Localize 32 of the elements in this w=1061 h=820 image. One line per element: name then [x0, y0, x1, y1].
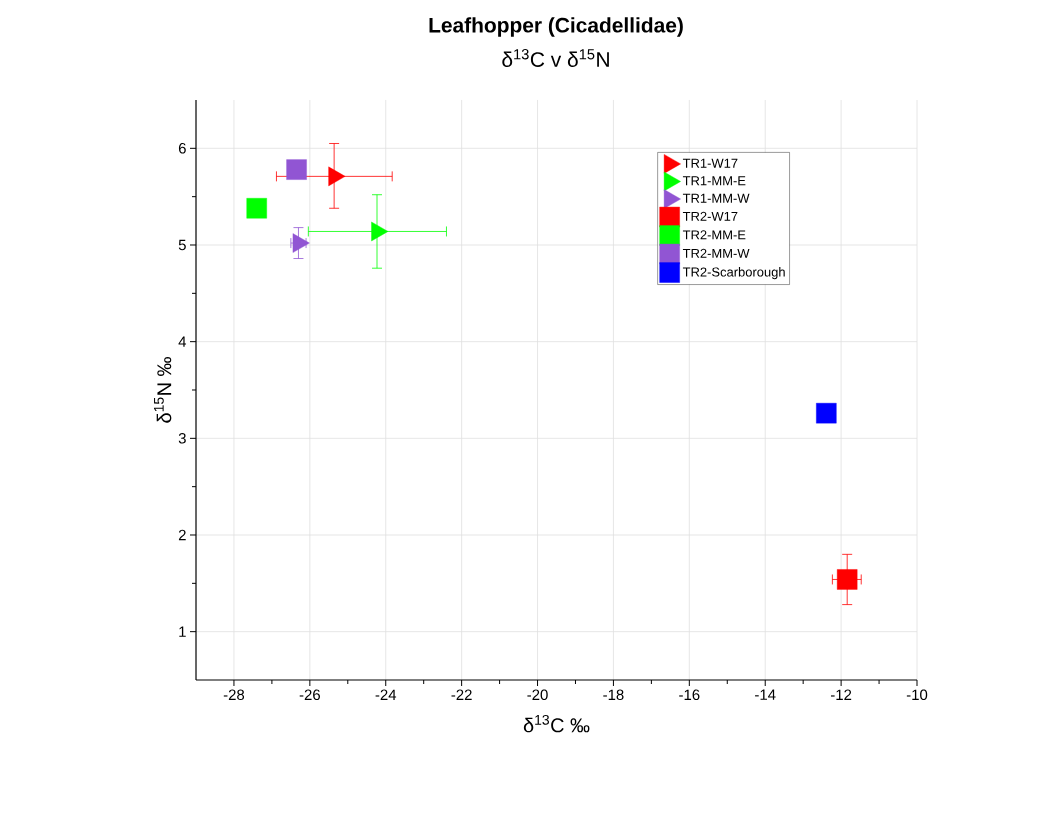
- legend-label: TR1-MM-W: [682, 193, 750, 203]
- x-tick-label: -16: [679, 689, 700, 701]
- legend-label: TR2-W17: [682, 211, 738, 221]
- y-tick-label: 2: [178, 529, 186, 541]
- point: [816, 403, 837, 424]
- x-tick-label: -28: [223, 689, 245, 701]
- x-tick-label: -20: [527, 689, 548, 701]
- x-axis-title: δ$^{13}$C ‰: [523, 714, 590, 733]
- chart-subtitle: δ$^{13}$C v δ$^{15}$N: [502, 49, 609, 67]
- x-tick-label: -14: [755, 689, 776, 700]
- y-tick-label: 6: [178, 143, 186, 154]
- point: [292, 233, 310, 253]
- legend-label: TR2-Scarborough: [682, 267, 785, 280]
- x-tick-label: -18: [603, 689, 624, 701]
- x-tick-label: -10: [906, 689, 928, 701]
- point: [836, 569, 858, 590]
- y-tick-label: 1: [179, 626, 186, 637]
- y-tick-label: 3: [178, 433, 186, 444]
- legend-label: TR2-MM-W: [682, 248, 750, 258]
- chart-title: Leafhopper (Cicadellidae): [429, 17, 683, 37]
- x-tick-label: -24: [375, 689, 397, 700]
- legend-label: TR1-W17: [682, 158, 738, 168]
- x-tick-label: -22: [451, 689, 472, 700]
- point: [371, 221, 389, 242]
- y-tick-label: 5: [178, 239, 186, 251]
- x-tick-label: -12: [830, 689, 852, 700]
- legend-label: TR2-MM-E: [682, 230, 746, 240]
- x-tick-label: -26: [299, 689, 320, 701]
- legend-label: TR1-MM-E: [682, 176, 746, 186]
- point: [328, 166, 346, 187]
- y-tick-label: 4: [178, 336, 187, 347]
- y-axis-title: δ$^{15}$N ‰: [154, 357, 172, 423]
